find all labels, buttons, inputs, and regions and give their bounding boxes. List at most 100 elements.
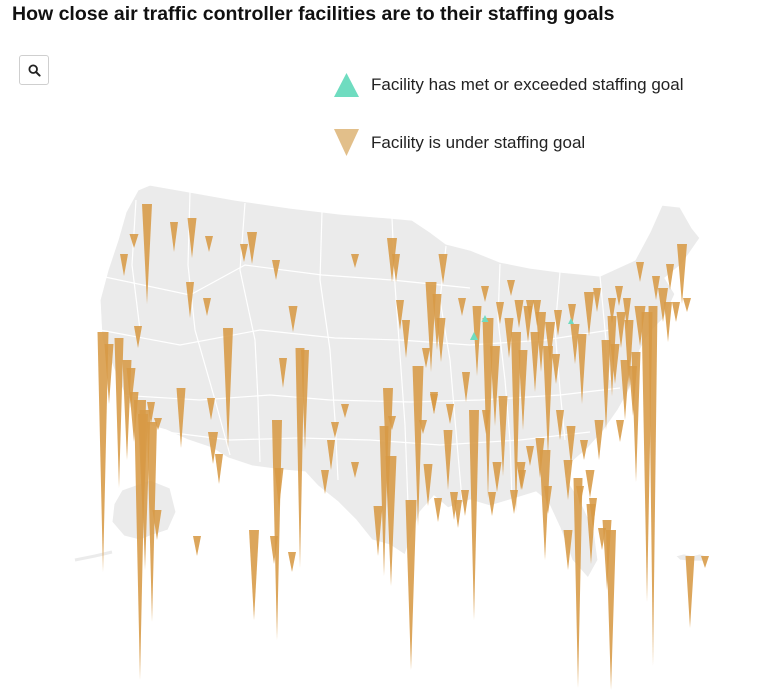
facility-marker-under[interactable]: [482, 410, 490, 434]
facility-marker-under[interactable]: [620, 360, 630, 420]
facility-marker-under[interactable]: [701, 556, 709, 568]
facility-marker-under[interactable]: [249, 530, 259, 620]
facility-marker-under[interactable]: [388, 416, 396, 430]
facility-marker-under[interactable]: [120, 254, 128, 276]
facility-marker-under[interactable]: [392, 254, 400, 282]
facility-marker-under[interactable]: [577, 334, 587, 404]
facility-marker-under[interactable]: [677, 244, 687, 304]
facility-marker-under[interactable]: [573, 478, 583, 688]
facility-marker-under[interactable]: [481, 286, 489, 302]
facility-marker-under[interactable]: [321, 470, 329, 494]
facility-marker-under[interactable]: [207, 398, 215, 420]
facility-marker-under[interactable]: [438, 254, 448, 284]
facility-marker-under[interactable]: [507, 280, 515, 296]
facility-marker-under[interactable]: [274, 468, 284, 508]
facility-map[interactable]: [0, 170, 775, 697]
facility-marker-under[interactable]: [526, 446, 534, 466]
facility-marker-under[interactable]: [685, 556, 695, 628]
facility-marker-under[interactable]: [658, 288, 668, 322]
facility-marker-under[interactable]: [598, 528, 606, 550]
facility-marker-under[interactable]: [387, 238, 397, 282]
facility-marker-under[interactable]: [568, 304, 576, 326]
facility-marker-under[interactable]: [240, 244, 248, 262]
facility-marker-under[interactable]: [518, 470, 526, 490]
facility-marker-under[interactable]: [373, 506, 383, 556]
facility-marker-under[interactable]: [601, 340, 611, 430]
facility-marker-under[interactable]: [526, 300, 534, 320]
facility-marker-under[interactable]: [492, 462, 502, 492]
facility-marker-under[interactable]: [469, 410, 479, 620]
facility-marker-under[interactable]: [488, 492, 496, 516]
facility-marker-under[interactable]: [187, 218, 197, 258]
facility-marker-under[interactable]: [422, 348, 430, 368]
facility-marker-under[interactable]: [402, 320, 410, 358]
facility-marker-under[interactable]: [539, 450, 551, 560]
facility-marker-under[interactable]: [615, 286, 623, 306]
facility-marker-under[interactable]: [458, 298, 466, 316]
facility-marker-under[interactable]: [498, 396, 508, 476]
facility-marker-under[interactable]: [412, 366, 424, 526]
facility-marker-under[interactable]: [186, 282, 194, 318]
facility-marker-under[interactable]: [556, 410, 564, 440]
facility-marker-under[interactable]: [385, 456, 397, 586]
facility-marker-under[interactable]: [608, 298, 616, 324]
facility-marker-under[interactable]: [683, 298, 691, 312]
facility-marker-under[interactable]: [331, 422, 339, 438]
facility-marker-under[interactable]: [472, 306, 482, 376]
facility-marker-under[interactable]: [129, 234, 139, 248]
facility-marker-under[interactable]: [580, 440, 588, 460]
facility-marker-under[interactable]: [454, 500, 462, 528]
facility-marker-under[interactable]: [543, 346, 553, 456]
facility-marker-under[interactable]: [351, 254, 359, 268]
facility-marker-under[interactable]: [554, 310, 562, 336]
facility-marker-under[interactable]: [518, 350, 528, 430]
facility-marker-under[interactable]: [616, 420, 624, 442]
facility-marker-under[interactable]: [288, 306, 298, 332]
facility-marker-under[interactable]: [593, 288, 601, 312]
facility-marker-under[interactable]: [648, 306, 658, 666]
facility-marker-under[interactable]: [301, 350, 309, 450]
facility-marker-under[interactable]: [504, 318, 514, 358]
facility-marker-under[interactable]: [327, 440, 335, 470]
facility-marker-under[interactable]: [563, 530, 573, 570]
facility-marker-under[interactable]: [563, 460, 573, 500]
facility-marker-under[interactable]: [636, 262, 644, 282]
facility-marker-under[interactable]: [672, 302, 680, 322]
facility-marker-under[interactable]: [610, 344, 620, 384]
facility-marker-under[interactable]: [419, 420, 427, 434]
facility-marker-under[interactable]: [511, 332, 521, 512]
facility-marker-under[interactable]: [552, 354, 560, 384]
facility-marker-under[interactable]: [272, 420, 282, 640]
facility-marker-under[interactable]: [570, 324, 580, 364]
facility-marker-under[interactable]: [114, 338, 124, 488]
facility-marker-under[interactable]: [589, 498, 597, 528]
facility-marker-under[interactable]: [623, 298, 631, 328]
facility-marker-under[interactable]: [152, 510, 162, 540]
facility-marker-under[interactable]: [616, 312, 626, 348]
facility-marker-under[interactable]: [545, 322, 555, 362]
facility-marker-under[interactable]: [666, 264, 674, 290]
facility-marker-under[interactable]: [594, 420, 604, 460]
facility-marker-under[interactable]: [208, 432, 218, 464]
facility-marker-under[interactable]: [482, 318, 494, 498]
facility-marker-under[interactable]: [530, 332, 540, 392]
facility-marker-under[interactable]: [170, 222, 178, 252]
facility-marker-under[interactable]: [104, 344, 114, 404]
facility-marker-met[interactable]: [470, 332, 478, 340]
facility-marker-under[interactable]: [147, 422, 157, 622]
facility-marker-under[interactable]: [584, 292, 594, 336]
facility-marker-under[interactable]: [664, 302, 672, 342]
facility-marker-under[interactable]: [443, 430, 453, 490]
facility-marker-under[interactable]: [203, 298, 211, 316]
facility-marker-under[interactable]: [450, 492, 458, 520]
facility-marker-under[interactable]: [154, 418, 162, 430]
facility-marker-under[interactable]: [176, 388, 186, 448]
facility-marker-under[interactable]: [272, 260, 280, 280]
facility-marker-under[interactable]: [434, 498, 442, 522]
facility-marker-under[interactable]: [138, 414, 148, 524]
facility-marker-under[interactable]: [430, 392, 438, 414]
facility-marker-under[interactable]: [288, 552, 296, 572]
facility-marker-met[interactable]: [481, 315, 489, 322]
facility-marker-under[interactable]: [215, 454, 223, 484]
facility-marker-under[interactable]: [270, 536, 278, 564]
